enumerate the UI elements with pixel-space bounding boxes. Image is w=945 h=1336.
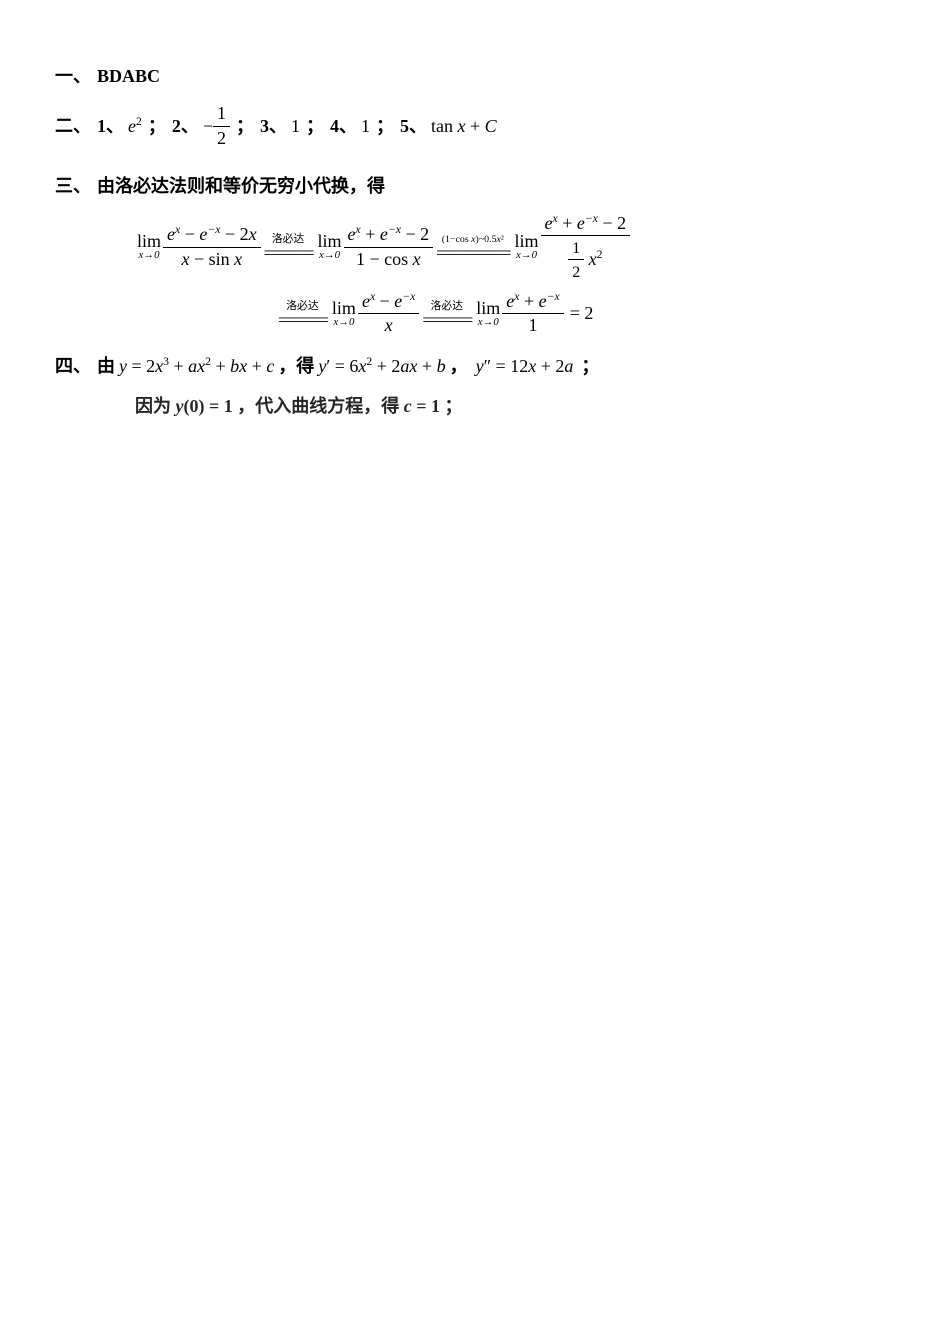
ans1-base: e: [128, 116, 136, 136]
lim-1-text: lim: [137, 232, 161, 250]
frac-3-num: ex + e−x − 2: [541, 211, 631, 236]
frac-2-den: 1 − cos x: [344, 248, 434, 271]
lim-2: lim x→0: [318, 232, 342, 261]
answer-3: 1: [291, 110, 300, 142]
frac-4: ex − e−x x: [358, 289, 419, 338]
section-2-label: 二、: [55, 110, 91, 142]
section-3: 三、 由洛必达法则和等价无穷小代换，得 lim x→0 ex − e−x − 2…: [55, 170, 890, 338]
lim-5-sub: x→0: [476, 317, 500, 328]
lim-3: lim x→0: [514, 232, 538, 261]
frac-5: ex + e−x 1: [502, 289, 563, 338]
answer-4: 1: [361, 110, 370, 142]
sep-3: ；: [306, 110, 324, 142]
lim-5: lim x→0: [476, 299, 500, 328]
frac-2-num: ex + e−x − 2: [344, 222, 434, 247]
section-1: 一、 BDABC: [55, 60, 890, 92]
frac-1-den: x − sin x: [163, 248, 261, 271]
section-3-header: 三、 由洛必达法则和等价无穷小代换，得: [55, 170, 890, 202]
frac-3-inner: 1 2: [568, 238, 584, 283]
lim-5-text: lim: [476, 299, 500, 317]
eq-y2prime: y″ = 12x + 2a: [476, 350, 574, 382]
section-2: 二、 1、 e2 ； 2、 − 1 2 ； 3、 1 ； 4、 1 ； 5、 t…: [55, 102, 890, 150]
ann-4-eq: ======: [422, 313, 471, 327]
frac-4-den: x: [358, 314, 419, 337]
item-4-num: 4、: [330, 110, 357, 142]
ans2-neg: −: [203, 110, 213, 142]
answer-1: e2: [128, 110, 142, 142]
frac-4-num: ex − e−x: [358, 289, 419, 314]
ans2-frac: 1 2: [213, 102, 230, 150]
section-4-label: 四、: [55, 350, 91, 382]
frac-3-inner-num: 1: [568, 238, 584, 260]
frac-3: ex + e−x − 2 1 2 x2: [541, 211, 631, 284]
comma-1: ，: [450, 350, 468, 382]
section-1-answers: BDABC: [97, 60, 160, 92]
frac-5-den: 1: [502, 314, 563, 337]
ann-4: 洛必达 ======: [422, 300, 471, 327]
ann-2-eq: =========: [436, 246, 509, 260]
eq-row-1: lim x→0 ex − e−x − 2x x − sin x 洛必达 ====…: [135, 211, 890, 284]
frac-3-inner-den: 2: [568, 260, 584, 283]
text-by: 由: [97, 350, 115, 382]
answer-2: − 1 2: [203, 102, 230, 150]
frac-2: ex + e−x − 2 1 − cos x: [344, 222, 434, 271]
ans1-exp: 2: [136, 115, 142, 128]
answer-5: tan x + C: [431, 110, 497, 142]
section-3-intro: 由洛必达法则和等价无穷小代换，得: [97, 170, 385, 202]
result: = 2: [570, 297, 594, 329]
item-3-num: 3、: [260, 110, 287, 142]
ann-3: 洛必达 ======: [278, 300, 327, 327]
ans2-num: 1: [213, 102, 230, 126]
frac-5-num: ex + e−x: [502, 289, 563, 314]
eq-yprime: y′ = 6x2 + 2ax + b: [318, 350, 445, 382]
ann-1: 洛必达 ======: [264, 233, 313, 260]
frac-1: ex − e−x − 2x x − sin x: [163, 222, 261, 271]
sep-1: ；: [148, 110, 166, 142]
item-5-num: 5、: [400, 110, 427, 142]
sep-2: ；: [236, 110, 254, 142]
eq-row-2: 洛必达 ====== lim x→0 ex − e−x x 洛必达 ======…: [275, 289, 890, 338]
section-1-label: 一、: [55, 60, 91, 92]
ann-3-eq: ======: [278, 313, 327, 327]
ann-2: (1−cos x)~0.5x² =========: [436, 234, 509, 260]
lim-1-sub: x→0: [137, 250, 161, 261]
eq-y: y = 2x3 + ax2 + bx + c: [119, 350, 274, 382]
frac-1-num: ex − e−x − 2x: [163, 222, 261, 247]
lim-4-sub: x→0: [332, 317, 356, 328]
semicolon-1: ；: [581, 350, 599, 382]
lim-3-sub: x→0: [514, 250, 538, 261]
sep-4: ；: [376, 110, 394, 142]
frac-3-den: 1 2 x2: [541, 236, 631, 283]
ann-1-eq: ======: [264, 246, 313, 260]
lim-2-text: lim: [318, 232, 342, 250]
section-4-cutoff: 因为 y(0) = 1 ，代入曲线方程，得 c = 1 ；: [135, 390, 890, 422]
lim-2-sub: x→0: [318, 250, 342, 261]
lim-4-text: lim: [332, 299, 356, 317]
ans2-den: 2: [213, 127, 230, 150]
item-2-num: 2、: [172, 110, 199, 142]
lim-1: lim x→0: [137, 232, 161, 261]
lim-4: lim x→0: [332, 299, 356, 328]
text-get: ，得: [278, 350, 314, 382]
frac-3-x2: x2: [589, 249, 603, 269]
section-3-label: 三、: [55, 170, 91, 202]
section-4-line1: 四、 由 y = 2x3 + ax2 + bx + c ，得 y′ = 6x2 …: [55, 350, 890, 382]
lim-3-text: lim: [514, 232, 538, 250]
item-1-num: 1、: [97, 110, 124, 142]
section-4: 四、 由 y = 2x3 + ax2 + bx + c ，得 y′ = 6x2 …: [55, 350, 890, 423]
